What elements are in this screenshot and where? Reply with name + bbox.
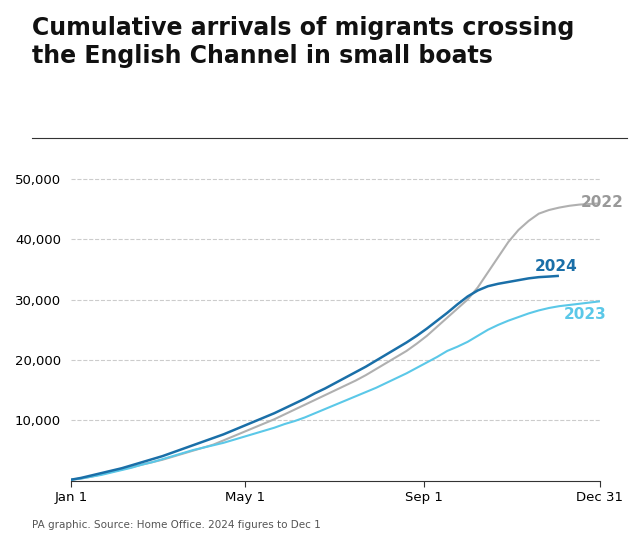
Text: 2023: 2023 (563, 307, 606, 322)
Text: 2022: 2022 (581, 195, 624, 210)
Text: 2024: 2024 (534, 259, 577, 274)
Text: Cumulative arrivals of migrants crossing
the English Channel in small boats: Cumulative arrivals of migrants crossing… (32, 16, 574, 68)
Text: PA graphic. Source: Home Office. 2024 figures to Dec 1: PA graphic. Source: Home Office. 2024 fi… (32, 520, 321, 530)
